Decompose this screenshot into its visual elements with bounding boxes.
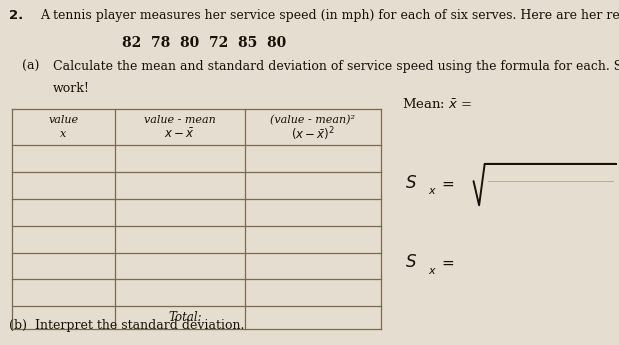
- Text: $x$: $x$: [428, 266, 437, 276]
- Text: $(x - \bar{x})^2$: $(x - \bar{x})^2$: [290, 126, 335, 143]
- Text: value: value: [48, 115, 79, 125]
- Text: $S$: $S$: [405, 253, 417, 271]
- Text: Calculate the mean and standard deviation of service speed using the formula for: Calculate the mean and standard deviatio…: [53, 60, 619, 73]
- Text: A tennis player measures her service speed (in mph) for each of six serves. Here: A tennis player measures her service spe…: [40, 9, 619, 22]
- Text: Mean: $\bar{x}$ =: Mean: $\bar{x}$ =: [402, 97, 472, 111]
- Text: $=$: $=$: [439, 175, 456, 190]
- Text: (value - mean)²: (value - mean)²: [270, 115, 355, 125]
- Text: 2.: 2.: [9, 9, 24, 22]
- Text: 82  78  80  72  85  80: 82 78 80 72 85 80: [122, 36, 287, 50]
- Text: x: x: [60, 129, 67, 139]
- Text: Total:: Total:: [169, 311, 202, 324]
- Text: $x$: $x$: [428, 187, 437, 196]
- Text: (b)  Interpret the standard deviation.: (b) Interpret the standard deviation.: [9, 319, 245, 332]
- Text: value - mean: value - mean: [144, 115, 215, 125]
- Text: $=$: $=$: [439, 255, 456, 270]
- Text: $x - \bar{x}$: $x - \bar{x}$: [164, 128, 195, 141]
- Text: work!: work!: [53, 82, 90, 95]
- Text: $S$: $S$: [405, 174, 417, 192]
- Text: (a): (a): [22, 60, 39, 73]
